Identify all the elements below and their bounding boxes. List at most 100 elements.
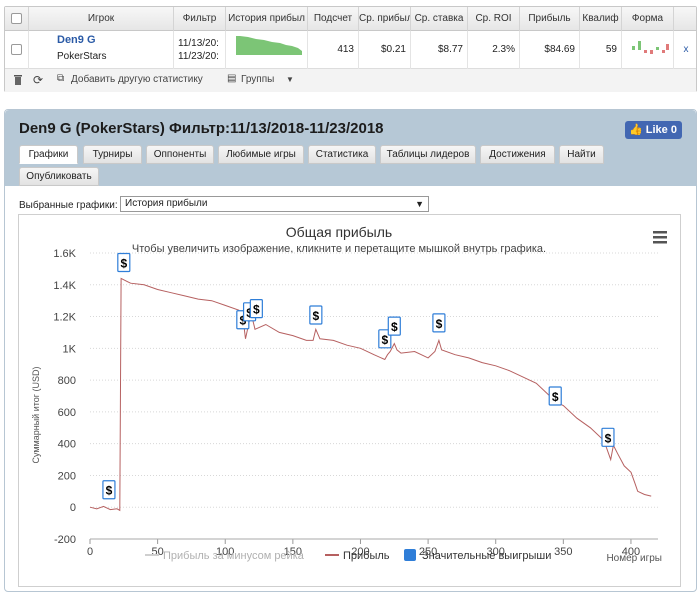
big-win-marker[interactable]: $: [548, 386, 562, 406]
y-tick-label: 200: [58, 470, 76, 482]
chevron-down-icon[interactable]: ▼: [286, 75, 294, 84]
filter-cell: 11/13/20: 11/23/20:: [174, 31, 226, 69]
big-win-symbol: $: [381, 333, 388, 347]
col-player[interactable]: Игрок: [29, 7, 174, 31]
stats-table: Игрок Фильтр История прибыл Подсчет Ср. …: [4, 6, 697, 92]
y-tick-label: 0: [70, 502, 76, 514]
legend-item[interactable]: Прибыль: [325, 550, 390, 562]
facebook-like-button[interactable]: 👍 Like 0: [625, 121, 682, 139]
x-tick-label: 150: [284, 546, 302, 558]
big-win-symbol: $: [120, 257, 127, 271]
player-name-link[interactable]: Den9 G: [57, 34, 96, 46]
panel-title: Den9 G (PokerStars) Фильтр:11/13/2018-11…: [19, 120, 384, 137]
player-panel: Den9 G (PokerStars) Фильтр:11/13/2018-11…: [4, 109, 697, 592]
y-tick-label: 800: [58, 375, 76, 387]
chart-subtitle: Чтобы увеличить изображение, кликните и …: [132, 243, 546, 255]
tab-tournaments[interactable]: Турниры: [83, 145, 142, 164]
legend-item[interactable]: Прибыль за минусом рейка: [145, 550, 305, 562]
trash-icon[interactable]: [13, 74, 23, 86]
groups-icon: ▤: [227, 73, 237, 84]
chart-axes: -200 0 200 400 600 800 1K 1.2K 1.4K 1.6K 0 50 100 150…: [53, 248, 658, 558]
legend-item[interactable]: Значительные выигрыши: [404, 549, 551, 562]
col-form[interactable]: Форма: [622, 7, 674, 31]
legend-label: Значительные выигрыши: [422, 550, 551, 562]
add-stat-button[interactable]: Добавить другую статистику: [71, 74, 203, 85]
player-cell: Den9 G PokerStars: [29, 31, 174, 69]
col-filter[interactable]: Фильтр: [174, 7, 226, 31]
player-site: PokerStars: [57, 51, 107, 62]
tab-opponents[interactable]: Оппоненты: [146, 145, 214, 164]
x-tick-label: 300: [487, 546, 505, 558]
profit-sparkline: [236, 36, 302, 55]
col-qualif[interactable]: Квалиф: [580, 7, 622, 31]
menu-icon[interactable]: [653, 231, 667, 244]
table-row[interactable]: Den9 G PokerStars 11/13/20: 11/23/20: 41…: [5, 31, 696, 69]
legend-label: Прибыль: [343, 550, 390, 562]
x-tick-label: 0: [87, 546, 93, 558]
y-tick-label: 400: [58, 439, 76, 451]
y-tick-label: 1.4K: [53, 280, 76, 292]
tab-charts[interactable]: Графики: [19, 145, 78, 164]
x-tick-label: 50: [151, 546, 163, 558]
avg-roi-value: 2.3%: [468, 31, 520, 69]
col-profit[interactable]: Прибыль: [520, 7, 580, 31]
big-win-symbol: $: [239, 314, 246, 328]
x-tick-label: 250: [419, 546, 437, 558]
big-win-symbol: $: [391, 320, 398, 334]
big-win-symbol: $: [246, 306, 253, 320]
chart-svg[interactable]: Общая прибыль Чтобы увеличить изображени…: [19, 215, 682, 588]
y-tick-label: 1K: [63, 343, 77, 355]
col-avg-profit[interactable]: Ср. прибыл: [359, 7, 411, 31]
y-tick-label: 1.2K: [53, 312, 76, 324]
tab-statistics[interactable]: Статистика: [308, 145, 376, 164]
groups-button[interactable]: Группы: [241, 74, 275, 85]
col-count[interactable]: Подсчет: [308, 7, 359, 31]
col-avg-roi[interactable]: Ср. ROI: [468, 7, 520, 31]
x-tick-label: 100: [216, 546, 234, 558]
chart-series: [89, 277, 652, 512]
profit-chart[interactable]: Общая прибыль Чтобы увеличить изображени…: [18, 214, 681, 587]
refresh-icon[interactable]: ⟳: [33, 73, 44, 87]
chevron-down-icon: ▼: [415, 199, 424, 209]
big-win-marker[interactable]: $: [601, 427, 615, 447]
col-avg-stake[interactable]: Ср. ставка: [411, 7, 468, 31]
row-checkbox[interactable]: [11, 44, 22, 55]
big-win-marker[interactable]: $: [387, 316, 401, 336]
legend-swatch: [404, 549, 416, 561]
stats-header: Игрок Фильтр История прибыл Подсчет Ср. …: [5, 7, 696, 31]
x-axis-label: Номер игры: [606, 553, 662, 564]
tab-achievements[interactable]: Достижения: [480, 145, 555, 164]
y-tick-label: -200: [54, 534, 76, 546]
big-win-symbol: $: [436, 317, 443, 331]
form-bars: [632, 41, 669, 54]
chart-select[interactable]: История прибыли ▼: [120, 196, 429, 212]
big-win-marker[interactable]: $: [309, 305, 323, 325]
y-tick-label: 1.6K: [53, 248, 76, 260]
big-win-marker[interactable]: $: [102, 480, 116, 500]
count-value: 413: [308, 31, 359, 69]
tab-publish[interactable]: Опубликовать: [19, 167, 99, 186]
select-all-checkbox[interactable]: [11, 13, 22, 24]
big-win-marker[interactable]: $: [432, 313, 446, 333]
chart-grid: [90, 252, 658, 540]
remove-row-button[interactable]: x: [683, 44, 689, 55]
tab-find[interactable]: Найти: [559, 145, 604, 164]
selected-charts-label: Выбранные графики:: [19, 200, 118, 211]
big-win-marker[interactable]: $: [249, 299, 263, 319]
col-profit-history[interactable]: История прибыл: [226, 7, 308, 31]
stats-toolbar: ⟳ ⧉ Добавить другую статистику ▤ Группы …: [5, 69, 696, 92]
profit-history-cell: [226, 31, 308, 69]
avg-profit-value: $0.21: [359, 31, 411, 69]
big-win-symbol: $: [253, 303, 260, 317]
filter-date-to: 11/23/20:: [178, 51, 219, 62]
header-select-all[interactable]: [5, 7, 29, 31]
big-win-marker[interactable]: $: [117, 252, 131, 273]
tab-leaderboards[interactable]: Таблицы лидеров: [380, 145, 476, 164]
profit-series-line: [89, 277, 652, 512]
big-win-symbol: $: [552, 390, 559, 404]
chart-legend: Прибыль за минусом рейка Прибыль Значитель…: [145, 549, 551, 562]
x-tick-label: 350: [554, 546, 572, 558]
big-win-markers: $$$$ $ $$$ $$$: [102, 252, 615, 500]
filter-date-from: 11/13/20:: [178, 38, 219, 49]
tab-favorite-games[interactable]: Любимые игры: [218, 145, 304, 164]
